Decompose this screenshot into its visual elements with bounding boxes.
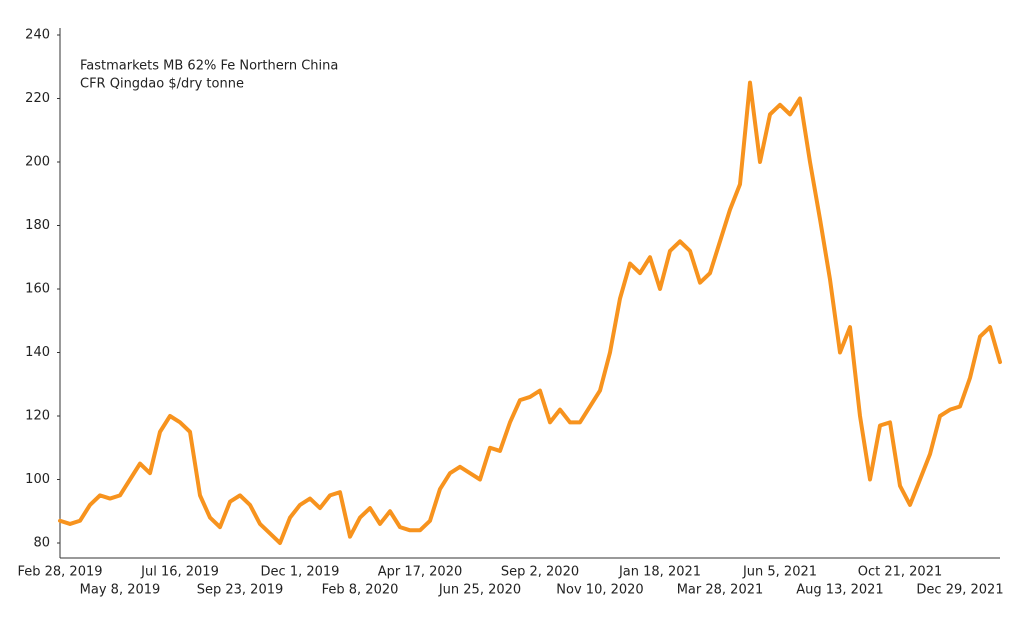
x-tick-label: Dec 29, 2021 bbox=[916, 583, 1003, 598]
x-tick-label: Dec 1, 2019 bbox=[261, 565, 340, 580]
y-tick-label: 160 bbox=[25, 282, 50, 297]
y-tick-label: 100 bbox=[25, 472, 50, 487]
x-tick-label: Feb 28, 2019 bbox=[17, 565, 102, 580]
x-tick-label: Sep 2, 2020 bbox=[501, 565, 579, 580]
x-tick-label: May 8, 2019 bbox=[80, 583, 161, 598]
x-tick-label: Jun 25, 2020 bbox=[438, 583, 521, 598]
chart-title: Fastmarkets MB 62% Fe Northern China bbox=[80, 59, 338, 74]
x-tick-label: Jul 16, 2019 bbox=[140, 565, 219, 580]
y-tick-label: 200 bbox=[25, 155, 50, 170]
price-line bbox=[58, 80, 1002, 545]
y-tick-label: 180 bbox=[25, 218, 50, 233]
x-tick-label: Jan 18, 2021 bbox=[618, 565, 701, 580]
y-tick-label: 140 bbox=[25, 345, 50, 360]
y-tick-label: 240 bbox=[25, 28, 50, 43]
y-tick-label: 80 bbox=[33, 536, 50, 551]
y-tick-label: 120 bbox=[25, 409, 50, 424]
x-tick-label: Sep 23, 2019 bbox=[197, 583, 284, 598]
x-tick-label: Oct 21, 2021 bbox=[858, 565, 943, 580]
x-tick-label: Nov 10, 2020 bbox=[556, 583, 643, 598]
chart-title: CFR Qingdao $/dry tonne bbox=[80, 77, 244, 92]
x-tick-label: Apr 17, 2020 bbox=[378, 565, 463, 580]
y-tick-label: 220 bbox=[25, 91, 50, 106]
x-tick-label: Aug 13, 2021 bbox=[796, 583, 883, 598]
x-tick-label: Jun 5, 2021 bbox=[742, 565, 817, 580]
x-tick-label: Mar 28, 2021 bbox=[677, 583, 764, 598]
x-tick-label: Feb 8, 2020 bbox=[322, 583, 399, 598]
